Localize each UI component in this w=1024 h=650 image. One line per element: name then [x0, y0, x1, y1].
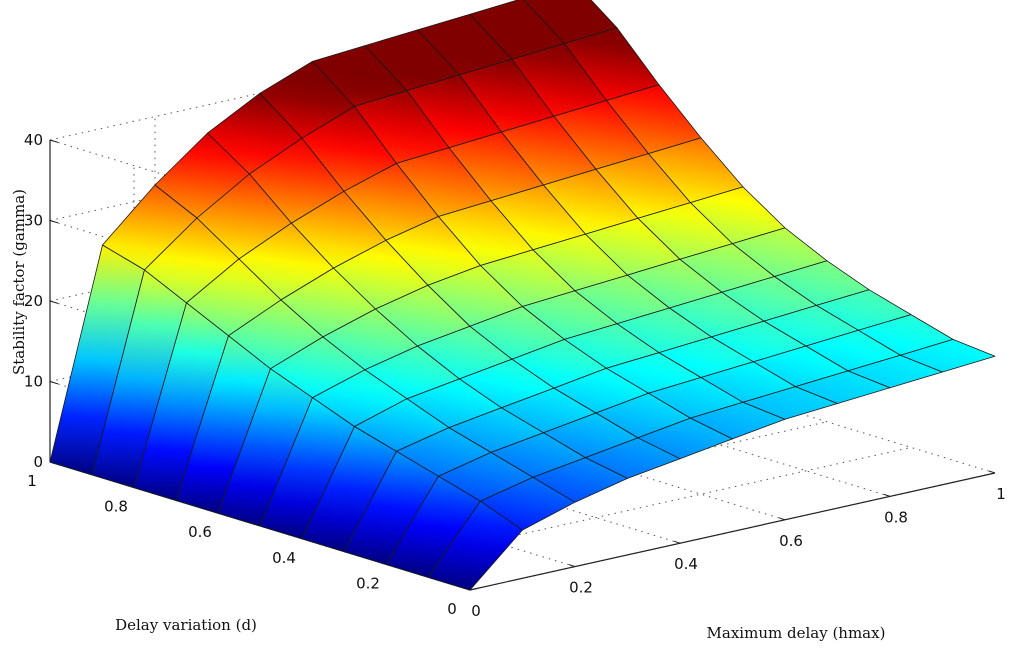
x-tick-label: 0.8 — [884, 508, 908, 526]
z-tick-label: 20 — [24, 292, 43, 310]
y-tick-label: 0.2 — [356, 574, 380, 592]
y-tick-label: 0.6 — [188, 523, 212, 541]
z-tick-label: 0 — [33, 453, 43, 471]
y-tick-label: 0.4 — [272, 549, 296, 567]
z-tick-label: 10 — [24, 373, 43, 391]
x-tick-mark — [988, 470, 996, 474]
z-tick-label: 40 — [24, 131, 43, 149]
x-axis-label: Maximum delay (hmax) — [707, 624, 886, 642]
x-tick-label: 0 — [471, 602, 481, 620]
z-tick-mark — [49, 381, 59, 385]
y-tick-label: 0 — [447, 600, 457, 618]
surface-mesh — [49, 0, 996, 591]
y-tick-label: 1 — [27, 472, 37, 490]
x-tick-mark — [568, 564, 576, 568]
x-axis-line — [469, 472, 996, 591]
x-tick-label: 0.4 — [674, 555, 698, 573]
z-axis-label: Stability factor (gamma) — [10, 189, 28, 375]
x-tick-mark — [778, 517, 786, 521]
x-tick-label: 1 — [996, 485, 1006, 503]
y-axis-label: Delay variation (d) — [115, 616, 257, 634]
z-tick-mark — [49, 300, 59, 304]
x-tick-mark — [883, 493, 891, 497]
z-tick-mark — [49, 139, 59, 143]
y-tick-label: 0.8 — [104, 498, 128, 516]
surface-cell — [900, 338, 996, 373]
x-tick-label: 0.2 — [569, 579, 593, 597]
y-tick-mark — [469, 588, 478, 591]
x-tick-mark — [673, 540, 681, 544]
z-tick-label: 30 — [24, 212, 43, 230]
z-tick-mark — [49, 220, 59, 224]
x-tick-label: 0.6 — [779, 532, 803, 550]
